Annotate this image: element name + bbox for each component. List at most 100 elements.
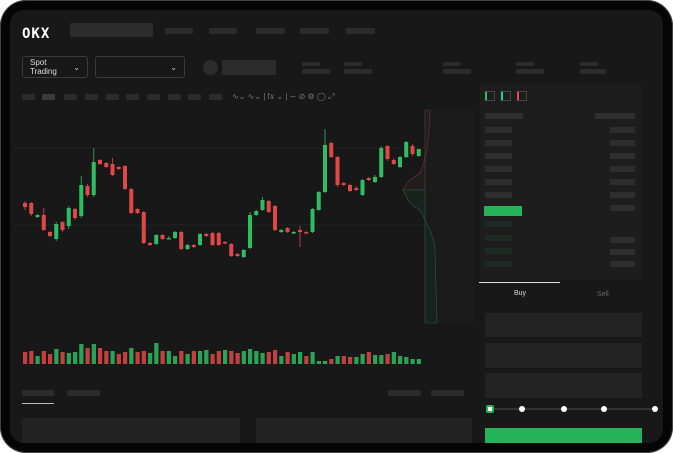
volume-bar [123,352,128,364]
timeframe-button[interactable] [168,94,181,100]
volume-bar [135,352,140,364]
candle-body [185,245,190,249]
volume-bar [110,351,115,364]
candle-body [316,192,321,210]
stat-label [344,62,362,66]
volume-bar [298,352,303,364]
slider-step-50[interactable] [561,406,567,412]
candle-body [85,186,90,195]
pair-select[interactable]: ⌄ [95,56,185,78]
volume-bar [241,351,246,364]
candle-body [123,166,127,189]
volume-bar [266,352,271,364]
slider-step-75[interactable] [601,406,607,412]
volume-bar [366,352,371,364]
candle-body [79,185,84,216]
candlestick-chart[interactable] [10,10,663,443]
indicator-icon[interactable]: ∿⌄ ∿⌄ | f𝑥 ⌄ | ∼ ⊘ ⚙ ◯ ⤢ [232,92,335,101]
candle-body [366,178,371,180]
okx-logo[interactable]: OKX [22,26,51,42]
timeframe-button[interactable] [42,94,55,100]
timeframe-button[interactable] [126,94,139,100]
candle-body [160,235,165,239]
orderbook-both-icon[interactable] [485,91,495,101]
ask-size [610,127,635,133]
bottom-action[interactable] [388,390,421,396]
orderbook-bids-icon[interactable] [501,91,511,101]
candle-body [191,245,196,247]
volume-bar [154,343,159,364]
candle-body [129,189,134,213]
volume-bar [304,356,309,364]
timeframe-button[interactable] [106,94,119,100]
candle-body [348,185,352,191]
timeframe-button[interactable] [147,94,160,100]
trading-mode-label: Spot Trading [30,58,57,76]
volume-bar [410,359,415,364]
volume-bar [348,357,353,364]
volume-bar [341,356,346,364]
nav-item[interactable] [165,28,193,34]
tab-sell[interactable]: Sell [597,291,609,298]
candle-body [23,203,27,207]
candle-body [298,230,302,232]
candle-body [91,162,96,195]
candle-body [29,203,34,214]
nav-item[interactable] [209,28,237,34]
stat-label [302,62,320,66]
ask-price [485,153,512,159]
bottom-action[interactable] [431,390,464,396]
total-input[interactable] [485,373,642,398]
timeframe-button[interactable] [22,94,35,100]
tab-open-orders[interactable] [22,390,54,396]
volume-bar [173,356,178,364]
ask-price [485,140,512,146]
timeframe-button[interactable] [188,94,201,100]
candle-body [204,234,209,236]
candle-body [260,200,265,210]
search-bar[interactable] [70,23,153,37]
timeframe-button[interactable] [209,94,222,100]
volume-bar [160,351,165,364]
trading-mode-dropdown[interactable]: Spot Trading ⌄ [22,56,88,78]
bottom-panel-left [22,418,240,443]
volume-bar [229,351,234,364]
candle-body [304,232,309,234]
volume-bar [335,356,340,364]
ob-header [595,113,635,119]
timeframe-button[interactable] [85,94,98,100]
volume-bar [379,355,384,364]
volume-bar [391,352,396,364]
ask-price [485,166,512,172]
slider-step-25[interactable] [519,406,525,412]
candle-body [285,228,290,232]
candle-body [223,242,227,244]
volume-bar [254,351,259,364]
tab-order-history[interactable] [67,390,100,396]
stat-value [516,69,544,74]
slider-step-100[interactable] [652,406,658,412]
amount-input[interactable] [485,343,642,368]
candle-body [329,143,334,157]
candle-body [229,244,234,256]
tab-buy[interactable]: Buy [514,290,527,297]
volume-bar [60,352,65,364]
orderbook-asks-icon[interactable] [517,91,527,101]
ask-size [610,192,635,198]
coin-avatar [203,60,218,75]
stat-value [443,69,471,74]
nav-item[interactable] [300,28,329,34]
slider-handle[interactable] [486,405,494,413]
nav-item[interactable] [346,28,375,34]
ask-size [610,140,635,146]
price-input[interactable] [485,313,642,337]
volume-bar [98,348,103,364]
order-book [480,85,642,280]
amount-slider[interactable] [490,408,658,410]
nav-item[interactable] [256,28,285,34]
buy-button[interactable] [485,428,642,443]
timeframe-button[interactable] [64,94,77,100]
candle-body [248,215,252,248]
candle-body [166,238,171,240]
candle-body [279,230,284,232]
